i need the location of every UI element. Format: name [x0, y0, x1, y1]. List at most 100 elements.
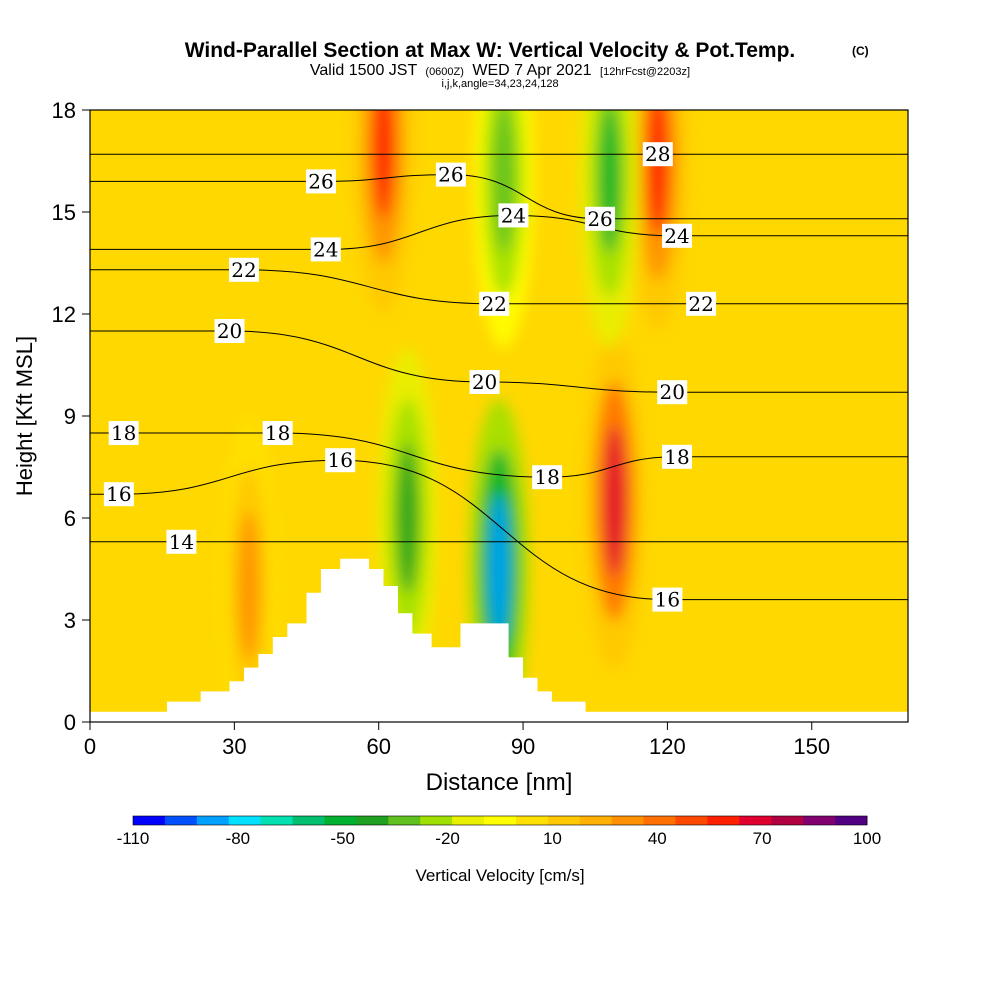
- svg-text:16: 16: [106, 482, 131, 506]
- theta-label: 22: [479, 291, 510, 316]
- colorbar-tick-label: -80: [226, 829, 251, 848]
- colorbar-swatch: [228, 816, 262, 825]
- svg-text:20: 20: [472, 370, 497, 394]
- theta-label: 26: [585, 206, 616, 231]
- svg-text:22: 22: [231, 258, 256, 282]
- theta-label: 14: [166, 529, 197, 554]
- x-tick-label: 0: [84, 734, 96, 759]
- colorbar-swatch: [420, 816, 453, 825]
- colorbar-swatch: [707, 816, 740, 825]
- svg-text:18: 18: [265, 421, 290, 445]
- y-tick-label: 3: [64, 608, 76, 633]
- colorbar-tick-label: 10: [543, 829, 562, 848]
- velocity-cell: [237, 511, 260, 661]
- theta-label: 22: [228, 257, 259, 282]
- colorbar-swatch: [356, 816, 389, 825]
- velocity-cell: [646, 110, 669, 236]
- colorbar-tick-label: 100: [853, 829, 881, 848]
- y-tick-label: 9: [64, 404, 76, 429]
- velocity-cell: [603, 426, 626, 576]
- svg-text:16: 16: [327, 448, 352, 472]
- theta-label: 24: [498, 203, 529, 228]
- colorbar-swatch: [196, 816, 230, 825]
- x-tick-label: 150: [793, 734, 830, 759]
- plot-area: 28 26 26 26 24 24 24 22 22 22 20 20 20 18 18 18 18 16 16 16…: [90, 110, 908, 722]
- colorbar-label: Vertical Velocity [cm/s]: [415, 866, 584, 885]
- theta-label: 16: [103, 482, 134, 507]
- svg-text:20: 20: [217, 319, 242, 343]
- svg-text:26: 26: [308, 169, 333, 193]
- theta-contour-18: [90, 432, 908, 478]
- theta-label: 22: [686, 291, 717, 316]
- theta-label: 18: [662, 444, 693, 469]
- x-tick-label: 120: [649, 734, 686, 759]
- theta-label: 16: [325, 448, 356, 473]
- colorbar-tick-label: -20: [435, 829, 460, 848]
- subtitle-fcst: [12hrFcst@2203z]: [600, 66, 690, 78]
- svg-text:28: 28: [645, 142, 670, 166]
- velocity-cell: [396, 443, 419, 593]
- theta-label: 26: [305, 169, 336, 194]
- theta-label: 24: [662, 223, 693, 248]
- theta-label: 18: [108, 421, 139, 445]
- svg-text:22: 22: [481, 292, 506, 316]
- colorbar-tick-label: -110: [117, 829, 150, 848]
- subtitle-index: i,j,k,angle=34,23,24,128: [441, 78, 558, 90]
- colorbar-swatch: [164, 816, 198, 825]
- velocity-cell: [372, 110, 395, 219]
- colorbar-swatch: [452, 816, 485, 825]
- theta-label: 26: [435, 162, 466, 187]
- colorbar-swatch: [484, 816, 517, 825]
- velocity-cell: [488, 494, 510, 644]
- colorbar-swatch: [771, 816, 804, 825]
- subtitle-valid: Valid 1500 JST: [310, 62, 418, 79]
- colorbar-swatch: [324, 816, 357, 825]
- theta-label: 18: [262, 421, 293, 445]
- colorbar-swatch: [675, 816, 708, 825]
- colorbar-swatch: [260, 816, 294, 825]
- theta-label: 24: [310, 237, 341, 262]
- chart-title: Wind-Parallel Section at Max W: Vertical…: [185, 39, 796, 62]
- y-tick-label: 6: [64, 506, 76, 531]
- theta-label: 20: [214, 319, 245, 343]
- colorbar-swatch: [643, 816, 677, 825]
- subtitle-zulu: (0600Z): [425, 66, 464, 78]
- colorbar-tick-label: 70: [753, 829, 772, 848]
- velocity-cell: [492, 110, 515, 253]
- svg-text:26: 26: [587, 207, 612, 231]
- colorbar: [132, 815, 868, 826]
- svg-text:24: 24: [664, 224, 689, 248]
- svg-text:24: 24: [313, 237, 338, 261]
- colorbar-swatch: [803, 816, 836, 825]
- svg-text:24: 24: [501, 203, 526, 227]
- theta-label: 20: [469, 370, 500, 394]
- colorbar-ticks: -110 -80 -50 -20 10 40 70 100: [117, 829, 882, 848]
- svg-text:16: 16: [655, 588, 680, 612]
- svg-text:18: 18: [664, 445, 689, 469]
- terrain: [90, 558, 908, 722]
- y-axis: 0 3 6 9 12 15 18: [52, 98, 90, 735]
- x-axis-label: Distance [nm]: [426, 769, 573, 796]
- theta-label: 16: [652, 587, 683, 612]
- y-tick-label: 12: [52, 302, 76, 327]
- theta-contour-labels: 28 26 26 26 24 24 24 22 22 22 20 20 20 18 18 18 18 16 16 16…: [103, 142, 717, 612]
- colorbar-tick-label: 40: [648, 829, 667, 848]
- x-tick-label: 90: [511, 734, 535, 759]
- colorbar-tick-label: -50: [330, 829, 355, 848]
- y-axis-label: Height [Kft MSL]: [12, 336, 37, 496]
- chart-title-mark: (C): [852, 44, 869, 58]
- theta-label: 18: [532, 465, 563, 490]
- y-tick-label: 0: [64, 710, 76, 735]
- subtitle-date: WED 7 Apr 2021: [472, 62, 591, 79]
- colorbar-swatch: [133, 816, 166, 825]
- svg-text:22: 22: [688, 292, 713, 316]
- svg-text:18: 18: [534, 465, 559, 489]
- colorbar-swatch: [739, 816, 772, 825]
- colorbar-swatch: [579, 816, 613, 825]
- colorbar-swatch: [611, 816, 645, 825]
- theta-label: 20: [657, 380, 688, 405]
- x-axis: 0 30 60 90 120 150: [84, 722, 830, 759]
- x-tick-label: 30: [222, 734, 246, 759]
- y-tick-label: 18: [52, 98, 76, 123]
